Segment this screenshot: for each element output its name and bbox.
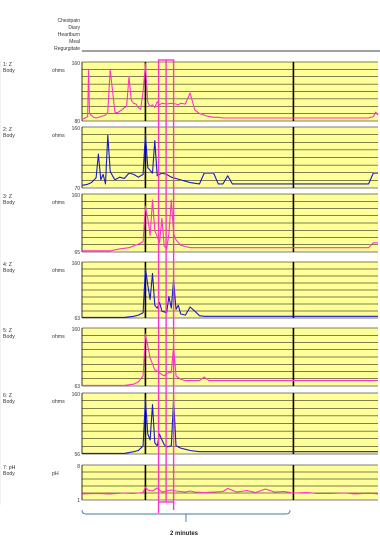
- channel-unit: ohms: [52, 268, 65, 274]
- channel-site: Body: [3, 200, 15, 206]
- channel-site: Body: [3, 399, 15, 405]
- channel-unit: ohms: [52, 200, 65, 206]
- channel-label: 5: Z: [3, 328, 12, 334]
- channel-label: 1: Z: [3, 62, 12, 68]
- event-label-meal: Meal: [69, 39, 80, 45]
- y-tick-min: 65: [74, 250, 80, 256]
- y-tick-max: 160: [72, 327, 81, 333]
- series-line-channel-2: [81, 133, 378, 186]
- y-tick-min: 63: [74, 384, 80, 390]
- series-line-channel-1: [81, 62, 379, 120]
- channel-site: Body: [3, 268, 15, 274]
- channel-site: Body: [3, 471, 15, 477]
- y-tick-max: 160: [72, 193, 81, 199]
- event-labels-header: Chestpain Diary Heartburn Meal Regurgita…: [54, 18, 380, 52]
- series-line-channel-7: [81, 486, 379, 495]
- event-label-heartburn: Heartburn: [58, 32, 80, 38]
- channel-unit: ohms: [52, 334, 65, 340]
- scale-bar-label: 2 minutes: [170, 531, 199, 537]
- channel-unit: pH: [52, 471, 59, 477]
- y-tick-max: 160: [72, 126, 81, 132]
- event-label-regurgitate: Regurgitate: [54, 46, 80, 52]
- channel-label: 4: Z: [3, 262, 12, 268]
- event-label-chestpain: Chestpain: [57, 18, 80, 24]
- channel-site: Body: [3, 334, 15, 340]
- series-line-channel-5: [82, 333, 378, 386]
- y-tick-min: 56: [74, 452, 80, 458]
- y-tick-max: 160: [72, 392, 81, 398]
- overlay-markers: [157, 59, 175, 513]
- panel-background: [82, 465, 378, 500]
- channel-label: 2: Z: [3, 127, 12, 133]
- series-line-channel-3: [82, 199, 378, 252]
- channel-site: Body: [3, 68, 15, 74]
- y-tick-max: 8: [77, 464, 80, 470]
- y-tick-max: 160: [72, 61, 81, 67]
- y-tick-min: 80: [74, 119, 80, 125]
- event-label-diary: Diary: [68, 25, 80, 31]
- scale-bar-bracket: [81, 509, 291, 515]
- y-tick-min: 70: [74, 186, 80, 192]
- y-tick-min: 1: [77, 498, 80, 504]
- series-line-channel-6: [82, 398, 378, 454]
- channel-unit: ohms: [52, 68, 65, 74]
- series-line-channel-4: [82, 267, 378, 318]
- time-scale-bar: 2 minutes: [0, 60, 291, 537]
- channel-label: 6: Z: [3, 393, 12, 399]
- channel-label: 3: Z: [3, 194, 12, 200]
- y-tick-min: 63: [74, 316, 80, 322]
- channel-unit: ohms: [52, 399, 65, 405]
- channel-unit: ohms: [52, 133, 65, 139]
- y-tick-max: 160: [72, 261, 81, 267]
- channel-site: Body: [3, 133, 15, 139]
- channel-label: 7: pH: [3, 465, 16, 471]
